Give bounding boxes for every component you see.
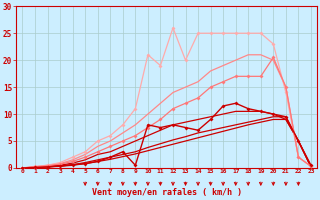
X-axis label: Vent moyen/en rafales ( km/h ): Vent moyen/en rafales ( km/h ) [92, 188, 242, 197]
